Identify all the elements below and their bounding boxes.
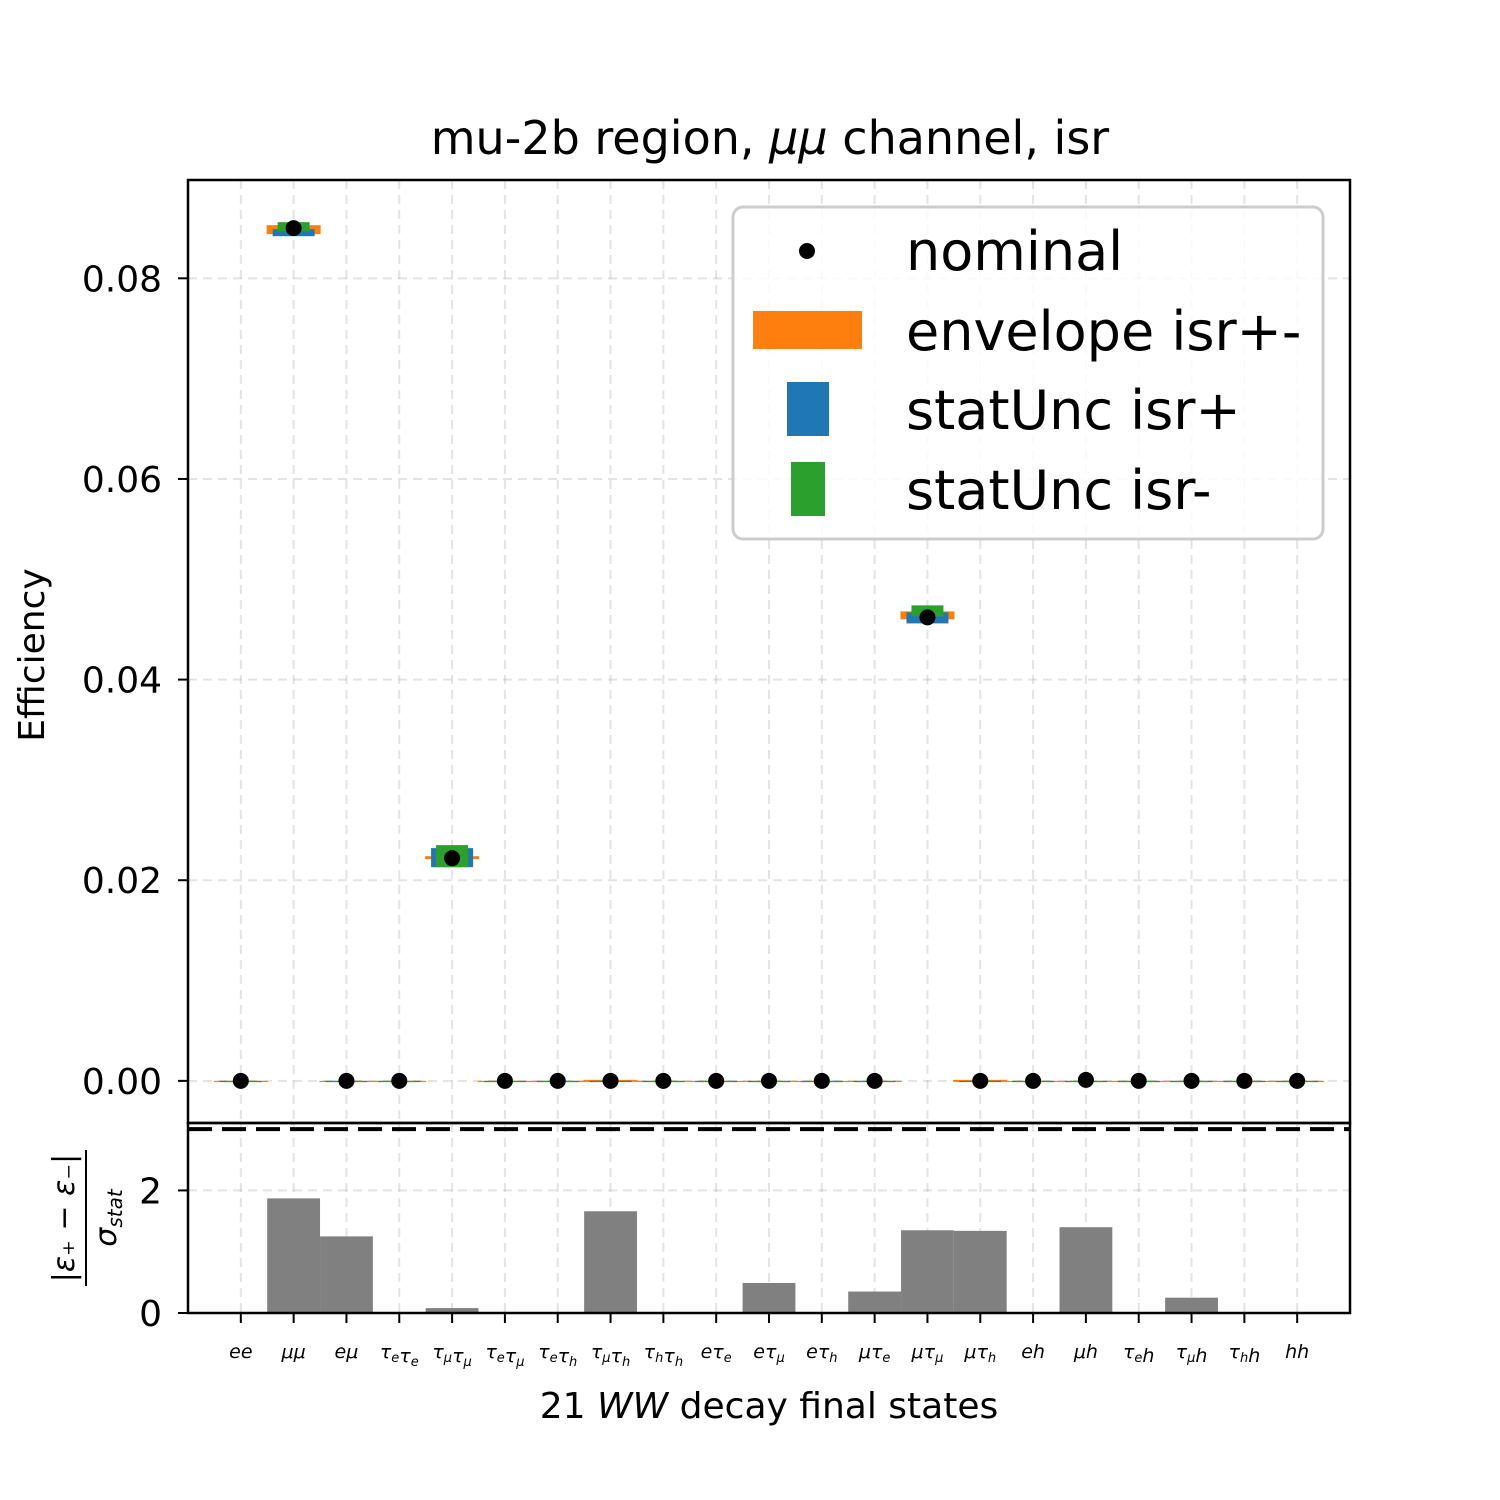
ratio-y-label-numerator: |ε₊ − ε₋| (47, 1154, 82, 1283)
nominal-point (1130, 1072, 1147, 1089)
nominal-point (285, 220, 302, 237)
legend-frame (731, 205, 1325, 541)
main-y-tick-label: 0.02 (82, 861, 162, 902)
legend-stat-minus-swatch (791, 462, 825, 516)
category-label: τeτμ (485, 1341, 524, 1370)
nominal-point (761, 1072, 777, 1089)
ratio-marks (267, 1198, 1218, 1313)
chart-title: mu-2b region, μμ channel, isr (431, 111, 1110, 165)
nominal-point (919, 609, 936, 626)
ratio-bar (320, 1236, 373, 1313)
main-marks (213, 220, 1325, 1089)
nominal-point (813, 1072, 830, 1089)
category-label: eτh (806, 1341, 837, 1366)
category-label: τμτh (591, 1341, 630, 1370)
main-y-tick-label: 0.04 (82, 661, 162, 702)
category-label: τeh (1123, 1341, 1155, 1367)
category-label: μμ (281, 1341, 306, 1363)
category-label: τμh (1176, 1341, 1208, 1367)
nominal-point (1077, 1071, 1094, 1088)
ratio-y-tick-label: 2 (139, 1171, 162, 1212)
category-label: τhτh (644, 1341, 683, 1370)
legend: nominal envelope isr+- statUnc isr+ stat… (731, 205, 1325, 541)
ratio-y-tick-label: 0 (139, 1294, 162, 1335)
ratio-bar (848, 1291, 902, 1313)
y-axis-label: Efficiency (12, 568, 53, 741)
ratio-bar (584, 1211, 637, 1313)
main-y-ticks: 0.00 0.02 0.04 0.06 0.08 (82, 259, 188, 1103)
category-label: ee (229, 1341, 252, 1363)
category-label: eμ (335, 1341, 359, 1363)
nominal-point (972, 1072, 989, 1089)
nominal-point (232, 1072, 249, 1089)
category-label: hh (1285, 1341, 1309, 1363)
ratio-bar (953, 1230, 1007, 1313)
nominal-point (444, 850, 461, 867)
legend-nominal-label: nominal (906, 220, 1123, 283)
nominal-point (549, 1072, 566, 1089)
category-labels: ee μμ eμ τeτe τμτμ τeτμ τeτh τμτh τhτh eτe eτμ eτh μ… (229, 1313, 1309, 1370)
ratio-bar (901, 1230, 954, 1313)
nominal-point (708, 1072, 725, 1089)
legend-envelope-swatch (753, 311, 862, 349)
ratio-y-ticks: 02 (139, 1171, 188, 1335)
nominal-point (496, 1072, 513, 1089)
main-y-tick-label: 0.06 (82, 460, 162, 501)
main-y-tick-label: 0.00 (82, 1062, 162, 1103)
nominal-point (391, 1072, 408, 1089)
category-label: eτμ (753, 1341, 784, 1366)
ratio-bar (425, 1308, 479, 1313)
category-label: τμτμ (432, 1341, 471, 1370)
ratio-bar (742, 1282, 796, 1313)
legend-stat-plus-swatch (787, 382, 829, 436)
nominal-point (655, 1072, 672, 1089)
category-label: μτe (858, 1341, 891, 1366)
ratio-y-axis-label: |ε₊ − ε₋| σstat (47, 1150, 127, 1286)
nominal-point (866, 1072, 883, 1089)
nominal-point (602, 1072, 619, 1089)
category-label: τeτe (380, 1341, 419, 1370)
nominal-point (1183, 1072, 1200, 1089)
category-label: τhh (1228, 1341, 1260, 1367)
category-label: μτh (963, 1341, 996, 1366)
category-label: eτe (701, 1341, 732, 1366)
legend-nominal-marker (799, 243, 815, 259)
nominal-point (1236, 1072, 1253, 1089)
x-axis-label: 21 WW decay final states (540, 1386, 998, 1427)
ratio-bar (1165, 1297, 1218, 1313)
ratio-bar (1059, 1227, 1113, 1313)
nominal-point (1289, 1072, 1306, 1089)
legend-envelope-label: envelope isr+- (906, 300, 1301, 363)
legend-stat-minus-label: statUnc isr- (906, 459, 1212, 522)
category-label: μh (1073, 1341, 1098, 1363)
category-label: eh (1021, 1341, 1045, 1363)
nominal-point (1025, 1072, 1042, 1089)
ratio-bar (267, 1198, 321, 1313)
category-label: μτμ (911, 1341, 944, 1366)
legend-stat-plus-label: statUnc isr+ (906, 379, 1241, 442)
category-label: τeτh (538, 1341, 577, 1370)
main-y-tick-label: 0.08 (82, 259, 162, 300)
ratio-y-label-denominator: σstat (89, 1188, 127, 1247)
nominal-point (338, 1072, 355, 1089)
